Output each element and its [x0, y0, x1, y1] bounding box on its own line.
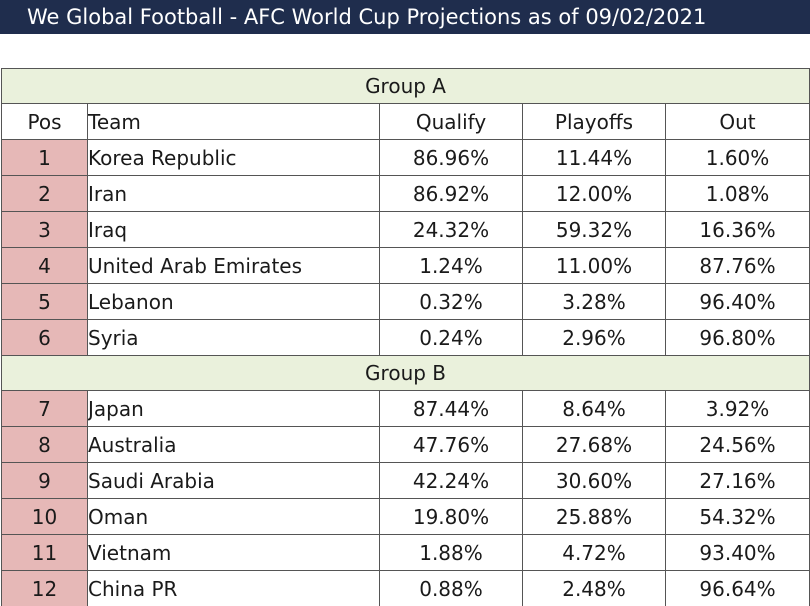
- table-row: 2 Iran 86.92% 12.00% 1.08%: [2, 176, 810, 212]
- table-row: 9 Saudi Arabia 42.24% 30.60% 27.16%: [2, 463, 810, 499]
- table-row: 1 Korea Republic 86.96% 11.44% 1.60%: [2, 140, 810, 176]
- table-row: 11 Vietnam 1.88% 4.72% 93.40%: [2, 535, 810, 571]
- pos-cell: 3: [2, 212, 88, 248]
- out-cell: 1.08%: [666, 176, 810, 212]
- column-header-row: Pos Team Qualify Playoffs Out: [2, 104, 810, 140]
- pos-cell: 4: [2, 248, 88, 284]
- table-row: 5 Lebanon 0.32% 3.28% 96.40%: [2, 284, 810, 320]
- column-header-playoffs: Playoffs: [523, 104, 666, 140]
- column-header-out: Out: [666, 104, 810, 140]
- out-cell: 93.40%: [666, 535, 810, 571]
- out-cell: 24.56%: [666, 427, 810, 463]
- team-cell: Syria: [88, 320, 380, 356]
- column-header-qualify: Qualify: [380, 104, 523, 140]
- group-header-row: Group B: [2, 356, 810, 391]
- team-cell: Iran: [88, 176, 380, 212]
- qualify-cell: 86.92%: [380, 176, 523, 212]
- qualify-cell: 0.32%: [380, 284, 523, 320]
- qualify-cell: 86.96%: [380, 140, 523, 176]
- pos-cell: 7: [2, 391, 88, 427]
- pos-cell: 6: [2, 320, 88, 356]
- team-cell: Vietnam: [88, 535, 380, 571]
- out-cell: 96.40%: [666, 284, 810, 320]
- out-cell: 54.32%: [666, 499, 810, 535]
- column-header-pos: Pos: [2, 104, 88, 140]
- pos-cell: 8: [2, 427, 88, 463]
- playoffs-cell: 3.28%: [523, 284, 666, 320]
- table-row: 12 China PR 0.88% 2.48% 96.64%: [2, 571, 810, 606]
- projections-table: Group A Pos Team Qualify Playoffs Out 1 …: [1, 68, 810, 606]
- playoffs-cell: 27.68%: [523, 427, 666, 463]
- team-cell: Saudi Arabia: [88, 463, 380, 499]
- team-cell: Oman: [88, 499, 380, 535]
- out-cell: 96.80%: [666, 320, 810, 356]
- qualify-cell: 19.80%: [380, 499, 523, 535]
- out-cell: 87.76%: [666, 248, 810, 284]
- qualify-cell: 87.44%: [380, 391, 523, 427]
- qualify-cell: 0.88%: [380, 571, 523, 606]
- qualify-cell: 24.32%: [380, 212, 523, 248]
- playoffs-cell: 2.96%: [523, 320, 666, 356]
- table-row: 10 Oman 19.80% 25.88% 54.32%: [2, 499, 810, 535]
- group-title: Group A: [2, 69, 810, 104]
- group-header-row: Group A: [2, 69, 810, 104]
- playoffs-cell: 30.60%: [523, 463, 666, 499]
- group-title: Group B: [2, 356, 810, 391]
- team-cell: Korea Republic: [88, 140, 380, 176]
- playoffs-cell: 12.00%: [523, 176, 666, 212]
- qualify-cell: 0.24%: [380, 320, 523, 356]
- pos-cell: 1: [2, 140, 88, 176]
- playoffs-cell: 25.88%: [523, 499, 666, 535]
- table-row: 8 Australia 47.76% 27.68% 24.56%: [2, 427, 810, 463]
- pos-cell: 11: [2, 535, 88, 571]
- pos-cell: 9: [2, 463, 88, 499]
- qualify-cell: 47.76%: [380, 427, 523, 463]
- team-cell: Lebanon: [88, 284, 380, 320]
- pos-cell: 2: [2, 176, 88, 212]
- team-cell: China PR: [88, 571, 380, 606]
- qualify-cell: 1.24%: [380, 248, 523, 284]
- table-row: 7 Japan 87.44% 8.64% 3.92%: [2, 391, 810, 427]
- out-cell: 16.36%: [666, 212, 810, 248]
- pos-cell: 5: [2, 284, 88, 320]
- playoffs-cell: 2.48%: [523, 571, 666, 606]
- qualify-cell: 1.88%: [380, 535, 523, 571]
- out-cell: 96.64%: [666, 571, 810, 606]
- table-row: 6 Syria 0.24% 2.96% 96.80%: [2, 320, 810, 356]
- page-title: We Global Football - AFC World Cup Proje…: [0, 0, 810, 34]
- team-cell: Iraq: [88, 212, 380, 248]
- table-row: 4 United Arab Emirates 1.24% 11.00% 87.7…: [2, 248, 810, 284]
- playoffs-cell: 11.00%: [523, 248, 666, 284]
- table-row: 3 Iraq 24.32% 59.32% 16.36%: [2, 212, 810, 248]
- playoffs-cell: 8.64%: [523, 391, 666, 427]
- pos-cell: 12: [2, 571, 88, 606]
- out-cell: 27.16%: [666, 463, 810, 499]
- qualify-cell: 42.24%: [380, 463, 523, 499]
- pos-cell: 10: [2, 499, 88, 535]
- playoffs-cell: 59.32%: [523, 212, 666, 248]
- team-cell: Japan: [88, 391, 380, 427]
- team-cell: United Arab Emirates: [88, 248, 380, 284]
- team-cell: Australia: [88, 427, 380, 463]
- out-cell: 3.92%: [666, 391, 810, 427]
- playoffs-cell: 11.44%: [523, 140, 666, 176]
- spacer: [0, 34, 810, 68]
- column-header-team: Team: [88, 104, 380, 140]
- playoffs-cell: 4.72%: [523, 535, 666, 571]
- out-cell: 1.60%: [666, 140, 810, 176]
